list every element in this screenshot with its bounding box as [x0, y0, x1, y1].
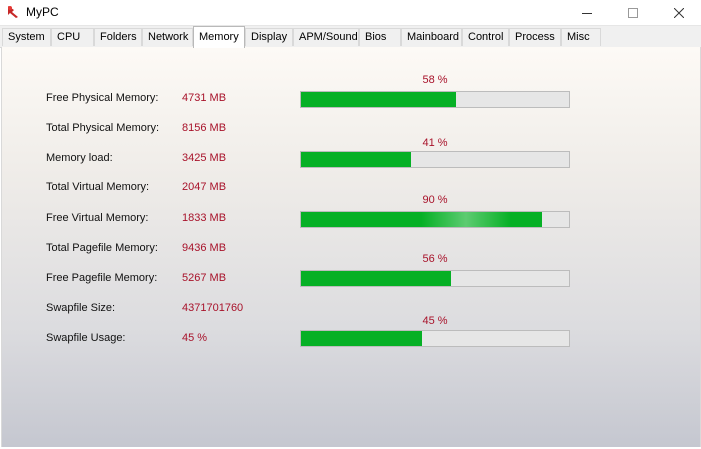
info-row-swapfile-size: Swapfile Size: 4371701760 [2, 302, 700, 316]
tab-mainboard[interactable]: Mainboard [401, 28, 462, 46]
maximize-icon [628, 7, 638, 18]
row-value: 3425 MB [182, 152, 227, 164]
row-value: 4371701760 [182, 302, 244, 314]
app-icon [8, 6, 18, 18]
row-value: 45 % [182, 332, 208, 344]
tab-misc[interactable]: Misc [561, 28, 601, 46]
row-value: 1833 MB [182, 212, 227, 224]
row-label: Swapfile Size: [46, 302, 116, 314]
row-label: Free Physical Memory: [46, 92, 159, 104]
tab-process[interactable]: Process [509, 28, 561, 46]
row-label: Total Pagefile Memory: [46, 242, 158, 254]
tab-cpu[interactable]: CPU [51, 28, 94, 46]
info-row-total-pagefile-memory: Total Pagefile Memory: 9436 MB [2, 242, 700, 256]
row-value: 9436 MB [182, 242, 227, 254]
tab-apm-sound[interactable]: APM/Sound [293, 28, 359, 46]
progress-fill [301, 271, 452, 286]
progress-fill [301, 331, 422, 346]
row-label: Swapfile Usage: [46, 332, 126, 344]
tab-strip: System CPU Folders Network Memory Displa… [0, 26, 701, 48]
progress-fill [301, 92, 457, 107]
row-label: Total Physical Memory: [46, 122, 160, 134]
virtual-memory-percent: 90 % [422, 194, 448, 206]
row-value: 8156 MB [182, 122, 227, 134]
progress-shine [421, 212, 511, 227]
tab-network[interactable]: Network [142, 28, 193, 46]
physical-memory-progress-bar [300, 91, 570, 108]
title-bar: MyPC [0, 0, 701, 26]
info-row-free-virtual-memory: Free Virtual Memory: 1833 MB [2, 212, 700, 226]
memory-load-progress-bar [300, 151, 570, 168]
swapfile-usage-progress-bar [300, 330, 570, 347]
tab-memory[interactable]: Memory [193, 26, 245, 48]
close-button[interactable] [656, 0, 701, 25]
info-row-total-physical-memory: Total Physical Memory: 8156 MB [2, 122, 700, 136]
row-label: Memory load: [46, 152, 113, 164]
virtual-memory-progress-bar [300, 211, 570, 228]
progress-fill [301, 212, 543, 227]
window-title: MyPC [26, 5, 59, 19]
close-icon [674, 7, 684, 18]
minimize-button[interactable] [564, 0, 610, 25]
memory-load-percent: 41 % [422, 137, 448, 149]
info-row-total-virtual-memory: Total Virtual Memory: 2047 MB [2, 181, 700, 195]
swapfile-usage-percent: 45 % [422, 315, 448, 327]
row-value: 5267 MB [182, 272, 227, 284]
info-row-memory-load: Memory load: 3425 MB [2, 152, 700, 166]
tab-control[interactable]: Control [462, 28, 509, 46]
info-row-swapfile-usage: Swapfile Usage: 45 % [2, 332, 700, 346]
row-value: 4731 MB [182, 92, 227, 104]
pagefile-memory-percent: 56 % [422, 253, 448, 265]
physical-memory-percent: 58 % [422, 74, 448, 86]
memory-panel: Free Physical Memory: 4731 MB Total Phys… [1, 47, 701, 447]
row-value: 2047 MB [182, 181, 227, 193]
tab-display[interactable]: Display [245, 28, 293, 46]
row-label: Total Virtual Memory: [46, 181, 150, 193]
info-row-free-pagefile-memory: Free Pagefile Memory: 5267 MB [2, 272, 700, 286]
row-label: Free Virtual Memory: [46, 212, 149, 224]
info-row-free-physical-memory: Free Physical Memory: 4731 MB [2, 92, 700, 106]
minimize-icon [582, 12, 592, 14]
pagefile-memory-progress-bar [300, 270, 570, 287]
tab-folders[interactable]: Folders [94, 28, 142, 46]
row-label: Free Pagefile Memory: [46, 272, 158, 284]
maximize-button[interactable] [610, 0, 656, 25]
tab-system[interactable]: System [2, 28, 51, 46]
tab-bios[interactable]: Bios [359, 28, 401, 46]
progress-fill [301, 152, 411, 167]
